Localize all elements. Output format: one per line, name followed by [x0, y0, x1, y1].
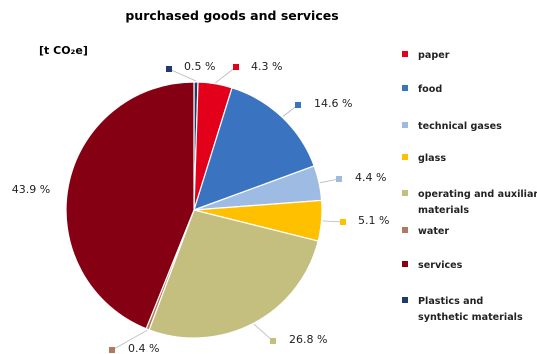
data-label-services: 43.9 %: [12, 183, 50, 196]
data-label-paper: 4.3 %: [251, 60, 282, 73]
legend-swatch-technical-gases: [402, 122, 408, 128]
label-marker-paper: [233, 64, 239, 70]
legend-label-food: food: [418, 84, 442, 95]
pie-slices: [65, 81, 323, 339]
data-label-food: 14.6 %: [314, 97, 352, 110]
data-label-glass: 5.1 %: [358, 214, 389, 227]
leader-line-water: [111, 329, 148, 351]
legend-label-glass: glass: [418, 153, 446, 164]
slice-labels: 0.5 % 4.3 % 14.6 % 4.4 % 5.1 % 26.8 % 0.4 % 43.…: [12, 60, 390, 354]
label-marker-technical-gases: [336, 176, 342, 182]
chart-title: purchased goods and services: [125, 8, 338, 23]
legend-label-plastics-and-synthetic-materials: synthetic materials: [418, 312, 523, 323]
label-marker-water: [109, 347, 115, 353]
legend-swatch-water: [402, 227, 408, 233]
legend-swatch-glass: [402, 154, 408, 160]
slice-services: [65, 81, 195, 330]
leader-line-glass: [322, 220, 344, 223]
legend-label-paper: paper: [418, 50, 450, 61]
label-marker-food: [295, 102, 301, 108]
leader-line-plastics-and-synthetic-materials: [168, 68, 197, 82]
unit-label: [t CO₂e]: [39, 44, 88, 57]
legend-label-water: water: [418, 226, 449, 237]
legend-label-technical-gases: technical gases: [418, 121, 502, 132]
legend-label-plastics-and-synthetic-materials: Plastics and: [418, 296, 483, 307]
data-label-plastics-and-synthetic-materials: 0.5 %: [184, 60, 215, 73]
leader-line-paper: [215, 66, 237, 84]
legend-swatch-paper: [402, 51, 408, 57]
data-label-water: 0.4 %: [128, 342, 159, 354]
legend-swatch-services: [402, 261, 408, 267]
label-marker-glass: [340, 219, 346, 225]
legend-label-operating-and-auxiliary-materials: operating and auxiliary: [418, 189, 537, 200]
legend-label-operating-and-auxiliary-materials: materials: [418, 205, 469, 216]
legend-swatch-plastics-and-synthetic-materials: [402, 297, 408, 303]
data-label-technical-gases: 4.4 %: [355, 171, 386, 184]
leader-line-operating-and-auxiliary-materials: [253, 323, 274, 342]
legend-swatch-food: [402, 85, 408, 91]
legend-swatch-operating-and-auxiliary-materials: [402, 190, 408, 196]
legend: paper food technical gases glass operating a…: [402, 50, 537, 323]
legend-label-services: services: [418, 260, 463, 271]
data-label-operating-and-auxiliary-materials: 26.8 %: [289, 333, 327, 346]
slice-food: [193, 87, 315, 211]
slice-operating-and-auxiliary-materials: [148, 209, 319, 339]
leader-line-technical-gases: [320, 178, 340, 184]
label-marker-operating-and-auxiliary-materials: [270, 338, 276, 344]
label-marker-plastics-and-synthetic-materials: [166, 66, 172, 72]
